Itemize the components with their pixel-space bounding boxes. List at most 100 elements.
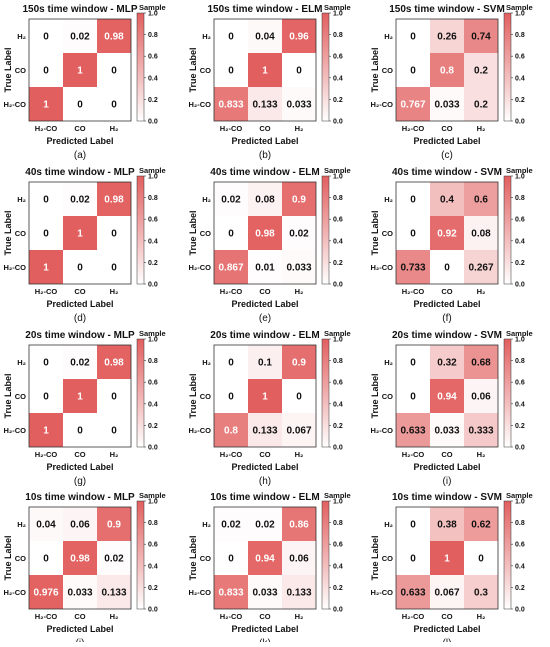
x-tick-label: CO: [74, 287, 85, 296]
y-tick-label: CO: [15, 66, 26, 75]
matrix-cell: [464, 19, 498, 53]
cell-value: 0.9: [292, 358, 306, 369]
matrix-cell: [430, 507, 464, 541]
x-axis-label: Predicted Label: [231, 136, 298, 146]
colorbar-label: Sample: [506, 329, 533, 338]
colorbar-tick-label: 0.6: [333, 380, 343, 387]
matrix-cell: [282, 345, 316, 379]
x-axis-label: Predicted Label: [46, 299, 113, 309]
confusion-matrix-panel: 10s time window - SVM 0 0.38 0.62 0 1 0 0.633 0.…: [370, 491, 533, 647]
matrix-cell: [464, 182, 498, 216]
matrix-cell: [282, 250, 316, 284]
cell-value: 0: [228, 32, 234, 43]
matrix-cell: [396, 345, 430, 379]
matrix-cell: [63, 413, 97, 447]
x-tick-label: CO: [441, 612, 452, 621]
colorbar-tick-label: 0.0: [333, 119, 343, 126]
cell-value: 0.267: [468, 263, 493, 274]
cell-value: 0.94: [437, 392, 457, 403]
matrix-cell: [29, 379, 63, 413]
cell-value: 0: [43, 358, 49, 369]
colorbar-tick-label: 0.8: [148, 520, 158, 527]
colorbar: [136, 338, 145, 448]
colorbar-label: Sample: [324, 329, 351, 338]
matrix-cell: [63, 216, 97, 250]
cell-value: 0.633: [400, 426, 425, 437]
colorbar-tick-label: 1.0: [148, 174, 158, 181]
colorbar-tick-label: 0.4: [148, 401, 158, 408]
colorbar-tick-label: 0.8: [148, 358, 158, 365]
colorbar-tick-label: 0.6: [148, 54, 158, 61]
x-tick-label: CO: [441, 450, 452, 459]
colorbar-tick-label: 0.4: [333, 75, 343, 82]
confusion-matrix-panel: 150s time window - ELM 0 0.04 0.96 0 1 0 0.833 0…: [188, 3, 351, 161]
cell-value: 0: [111, 229, 117, 240]
cell-value: 0.976: [33, 588, 58, 599]
matrix-cell: [396, 216, 430, 250]
matrix-cell: [248, 379, 282, 413]
matrix-cell: [97, 379, 131, 413]
colorbar-tick-label: 0.0: [148, 119, 158, 126]
x-tick-label: H₂-CO: [35, 612, 58, 621]
colorbar-tick-label: 0.8: [148, 195, 158, 202]
colorbar-tick-label: 0.4: [148, 563, 158, 570]
matrix-frame: [28, 344, 132, 448]
cell-value: 0.98: [104, 195, 124, 206]
cell-value: 0: [77, 100, 83, 111]
matrix-cell: [63, 53, 97, 87]
cell-value: 0.133: [252, 426, 277, 437]
matrix-cell: [248, 250, 282, 284]
x-tick-label: H₂: [477, 124, 486, 133]
colorbar-tick-label: 1.0: [515, 11, 525, 18]
cell-value: 0.02: [70, 195, 90, 206]
matrix-cell: [396, 19, 430, 53]
matrix-cell: [248, 216, 282, 250]
colorbar-tick-label: 0.2: [333, 97, 343, 104]
cell-value: 0.033: [434, 426, 459, 437]
cell-value: 0.4: [440, 195, 454, 206]
matrix-cell: [282, 507, 316, 541]
matrix-cell: [464, 507, 498, 541]
cell-value: 0: [410, 66, 416, 77]
matrix-cell: [248, 345, 282, 379]
matrix-cell: [282, 541, 316, 575]
colorbar-tick-label: 1.0: [333, 11, 343, 18]
cell-value: 0: [410, 392, 416, 403]
panel-label: (c): [441, 150, 453, 161]
matrix-cell: [396, 541, 430, 575]
cell-value: 0: [77, 426, 83, 437]
matrix-cell: [248, 182, 282, 216]
colorbar-label: Sample: [506, 491, 533, 500]
cell-value: 0.02: [70, 32, 90, 43]
panel-title: 20s time window - MLP: [25, 330, 135, 341]
y-tick-label: CO: [15, 229, 26, 238]
panel-label: (k): [259, 638, 271, 642]
matrix-cell: [97, 87, 131, 121]
x-tick-label: H₂-CO: [402, 612, 425, 621]
matrix-cell: [396, 379, 430, 413]
x-tick-label: H₂-CO: [220, 450, 243, 459]
colorbar-tick-label: 0.2: [515, 585, 525, 592]
matrix-cell: [430, 182, 464, 216]
x-tick-label: H₂-CO: [220, 612, 243, 621]
panel-title: 20s time window - ELM: [210, 330, 319, 341]
colorbar-tick-label: 0.0: [515, 445, 525, 452]
cell-value: 0.04: [36, 520, 56, 531]
y-tick-label: H₂: [202, 358, 211, 367]
cell-value: 0.033: [67, 588, 92, 599]
y-tick-label: H₂: [17, 32, 26, 41]
matrix-cell: [396, 575, 430, 609]
matrix-cell: [464, 250, 498, 284]
colorbar-label: Sample: [139, 491, 166, 500]
colorbar-tick-label: 1.0: [148, 11, 158, 18]
confusion-matrix-panel: 20s time window - MLP 0 0.02 0.98 0 1 0 1 0 0 H₂ CO…: [3, 329, 166, 487]
cell-value: 0.96: [289, 32, 309, 43]
cell-value: 0.02: [255, 520, 275, 531]
panel-title: 150s time window - MLP: [22, 4, 137, 15]
cell-value: 0.06: [289, 554, 309, 565]
cell-value: 1: [444, 554, 450, 565]
panel-label: (j): [76, 638, 85, 642]
matrix-cell: [63, 575, 97, 609]
y-tick-label: H₂: [384, 520, 393, 529]
panel-title: 40s time window - SVM: [392, 167, 502, 178]
